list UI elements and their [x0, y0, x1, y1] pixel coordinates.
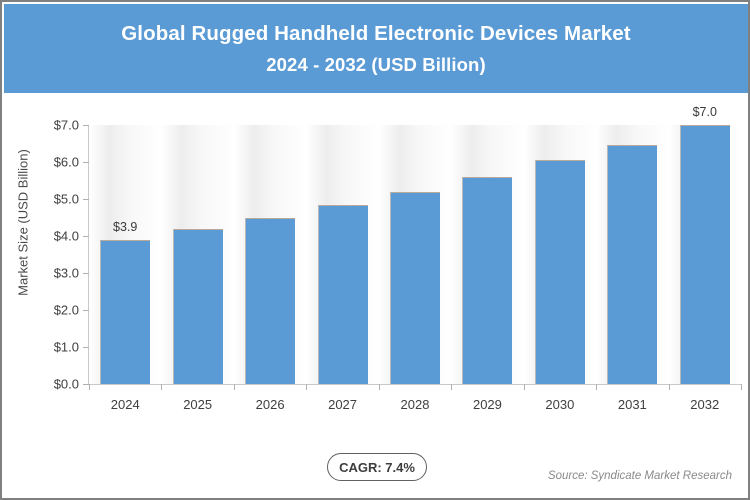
x-axis-tick	[378, 384, 380, 390]
bar-2032[interactable]	[679, 125, 730, 384]
y-axis-label: $7.0	[53, 117, 79, 133]
source-attribution: Source: Syndicate Market Research	[547, 470, 732, 482]
y-axis-label: $3.0	[53, 265, 79, 281]
bar-value-label-2032: $7.0	[692, 105, 717, 119]
cagr-badge: CAGR: 7.4%	[327, 453, 427, 481]
x-axis-label-2028: 2028	[400, 397, 430, 412]
x-axis-tick	[596, 384, 598, 390]
bar-2026[interactable]	[245, 217, 296, 384]
chart-header-band: Global Rugged Handheld Electronic Device…	[4, 4, 748, 93]
bar-group: 2030	[523, 125, 597, 412]
x-axis-tick	[306, 384, 308, 390]
y-axis-label: $1.0	[53, 339, 79, 355]
bar-group: $3.9 2024	[89, 125, 162, 412]
y-axis-tick	[83, 125, 89, 126]
y-axis-title: Market Size (USD Billion)	[15, 149, 31, 296]
y-axis-label: $6.0	[53, 154, 79, 170]
bar-group: 2031	[596, 125, 669, 412]
y-axis-label: $0.0	[53, 376, 79, 392]
x-axis-tick	[668, 384, 670, 390]
bar-2027[interactable]	[317, 204, 368, 384]
y-axis-tick	[83, 310, 89, 311]
chart-title-primary: Global Rugged Handheld Electronic Device…	[121, 22, 631, 46]
bar-group: 2028	[378, 125, 452, 412]
y-axis-tick	[83, 384, 89, 385]
x-axis-tick	[161, 384, 163, 390]
x-axis-label-2026: 2026	[255, 397, 285, 412]
y-axis-tick	[83, 347, 89, 348]
y-axis-label: $2.0	[53, 302, 79, 318]
bar-group: 2029	[451, 125, 524, 412]
bar-group: 2026	[233, 125, 307, 412]
bar-group: 2027	[306, 125, 379, 412]
bar-2031[interactable]	[607, 145, 658, 384]
bar-value-label-2024: $3.9	[113, 219, 138, 234]
x-axis-label-2030: 2030	[545, 397, 575, 412]
y-axis-label: $5.0	[53, 191, 79, 207]
y-axis-tick	[83, 236, 89, 237]
x-axis-tick	[233, 384, 235, 390]
x-axis-label-2029: 2029	[472, 397, 502, 412]
bar-2024[interactable]	[100, 239, 151, 384]
x-axis-tick	[523, 384, 525, 390]
y-axis-tick	[83, 273, 89, 274]
x-axis-label-2025: 2025	[183, 397, 213, 412]
chart-title-secondary: 2024 - 2032 (USD Billion)	[266, 53, 486, 75]
plot-container: Market Size (USD Billion) $0.0 $1.0 $2.0 $3…	[4, 95, 748, 498]
x-axis-label-2032: 2032	[690, 397, 720, 412]
x-axis-label-2031: 2031	[617, 397, 647, 412]
x-axis-tick	[451, 384, 453, 390]
y-axis-label: $4.0	[53, 228, 79, 244]
x-axis-tick	[89, 384, 90, 390]
x-axis-label-2027: 2027	[328, 397, 358, 412]
bar-2030[interactable]	[534, 160, 585, 384]
bar-group: 2025	[161, 125, 234, 412]
bar-2028[interactable]	[389, 191, 440, 384]
y-axis-tick	[83, 199, 89, 200]
y-axis-tick	[83, 162, 89, 163]
bar-2025[interactable]	[172, 228, 223, 384]
plot-area: $0.0 $1.0 $2.0 $3.0 $4.0 $5.0 $6.0 $7.0 $3.9 2024…	[54, 105, 742, 412]
x-axis-label-2024: 2024	[110, 397, 140, 412]
x-axis-tick	[741, 384, 742, 390]
bar-2029[interactable]	[462, 176, 513, 384]
bar-group: $7.0 2032	[668, 105, 741, 412]
